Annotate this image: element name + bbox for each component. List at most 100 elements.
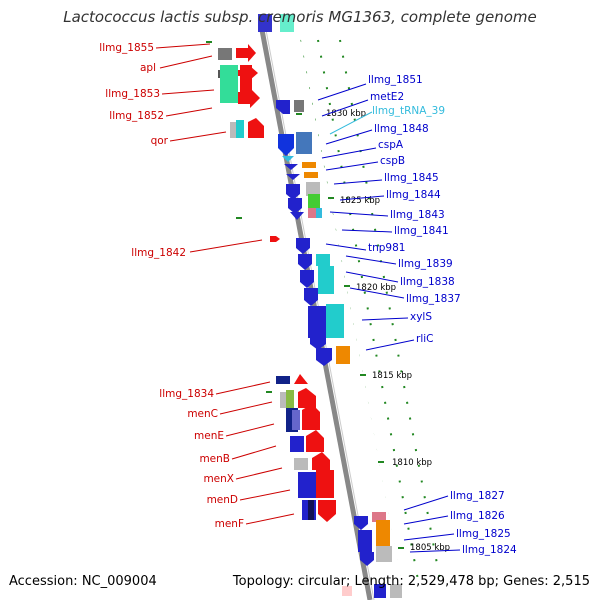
gene-block [308, 194, 320, 210]
gene-arrow [286, 184, 300, 200]
accession-label: Accession: NC_009004 [9, 574, 157, 589]
gene-block [290, 436, 304, 452]
gene-blocks-lower [276, 374, 336, 522]
gene-block [276, 376, 290, 384]
gene-label: llmg_1844 [386, 189, 441, 201]
gene-arrow [286, 174, 300, 180]
gene-lane [205, 38, 405, 600]
gene-label: menD [207, 494, 238, 506]
kbp-label: 1830 kbp [326, 109, 366, 119]
gene-block [236, 120, 244, 138]
gene-block [294, 458, 308, 470]
gene-block [220, 65, 238, 103]
gene-block [294, 100, 304, 112]
left-gene-blocks [218, 44, 280, 242]
gene-label: llmg_1825 [456, 528, 511, 540]
gene-blocks-bottom [342, 512, 402, 598]
gene-label: menE [194, 430, 224, 442]
gene-label: llmg_1842 [131, 247, 186, 259]
left-gene-labels: llmg_1855 apl llmg_1853 llmg_1852 qor ll… [99, 42, 244, 530]
gene-block [316, 254, 330, 266]
gene-arrow [302, 404, 320, 430]
gene-arrow [306, 430, 324, 452]
gene-block [316, 208, 322, 218]
gene-label: menC [187, 408, 218, 420]
gene-arrow [354, 516, 368, 530]
kbp-label: 1820 kbp [356, 283, 396, 293]
gene-arrow [276, 100, 290, 114]
gene-label: llmg_1855 [99, 42, 154, 54]
gene-arrow [294, 374, 308, 384]
right-gene-blocks-upper [276, 100, 350, 366]
gene-arrow [290, 212, 304, 220]
gene-arrow [236, 44, 256, 62]
gene-block [374, 584, 386, 598]
gene-block [306, 182, 320, 196]
gene-label: cspA [378, 139, 404, 151]
gene-block [336, 346, 350, 364]
gene-label: llmg_1824 [462, 544, 517, 556]
kbp-label: 1810 kbp [392, 458, 432, 468]
gene-label: llmg_1843 [390, 209, 445, 221]
gene-block [292, 410, 300, 430]
gene-arrow [278, 134, 294, 156]
gene-label: apl [140, 62, 156, 74]
gene-block [376, 520, 390, 546]
kbp-labels: 1830 kbp 1825 kbp 1820 kbp 1815 kbp 1810… [326, 109, 450, 553]
gene-label: llmg_tRNA_39 [372, 105, 445, 117]
right-callouts [317, 83, 461, 553]
gene-label: menB [199, 453, 230, 465]
gene-block [318, 266, 334, 294]
right-gene-labels: llmg_1851 metE2 llmg_tRNA_39 llmg_1848 c… [368, 74, 517, 556]
gene-label: llmg_1845 [384, 172, 439, 184]
gene-label: metE2 [370, 91, 404, 103]
gene-block [280, 14, 294, 32]
kbp-label: 1805 kbp [410, 543, 450, 553]
gene-arrow [288, 198, 302, 214]
gene-block [308, 208, 316, 218]
gene-blocks-top [258, 14, 294, 32]
gene-block [372, 512, 386, 522]
gene-arrow [318, 500, 336, 522]
gene-arrow [282, 156, 294, 162]
gene-arrow [298, 254, 312, 270]
gene-label: llmg_1841 [394, 225, 449, 237]
gene-label: llmg_1826 [450, 510, 505, 522]
gene-block [326, 304, 344, 338]
gene-block [358, 530, 372, 552]
gene-label: llmg_1834 [159, 388, 214, 400]
gene-block [376, 546, 392, 562]
gene-arrow [238, 88, 260, 108]
topology-label: Topology: circular; Length: 2,529,478 bp… [232, 574, 590, 589]
gene-block [258, 14, 272, 32]
gene-label: xylS [410, 311, 432, 323]
gene-block [304, 172, 318, 178]
gene-arrow [284, 164, 298, 170]
gene-label: qor [151, 135, 169, 147]
kbp-tick-marks [206, 41, 404, 549]
gene-label: llmg_1837 [406, 293, 461, 305]
gene-label: llmg_1827 [450, 490, 505, 502]
map-title: Lactococcus lactis subsp. cremoris MG136… [63, 8, 537, 26]
gene-block [302, 162, 316, 168]
gene-label: cspB [380, 155, 405, 167]
gene-label: llmg_1848 [374, 123, 429, 135]
gene-block [286, 390, 294, 408]
gene-arrow [360, 552, 374, 566]
gene-arrow [296, 238, 310, 254]
gene-arrow [310, 336, 326, 350]
left-callouts [155, 43, 295, 525]
gene-block [296, 132, 312, 154]
gene-label: tnp981 [368, 242, 405, 254]
gene-arrow [270, 236, 280, 242]
gene-arrow [298, 388, 316, 408]
gene-label: llmg_1839 [398, 258, 453, 270]
gene-block [218, 48, 232, 60]
gene-arrow [304, 288, 318, 306]
kbp-label: 1815 kbp [372, 371, 412, 381]
gene-label: menF [215, 518, 244, 530]
gene-label: llmg_1852 [109, 110, 164, 122]
gene-label: llmg_1838 [400, 276, 455, 288]
